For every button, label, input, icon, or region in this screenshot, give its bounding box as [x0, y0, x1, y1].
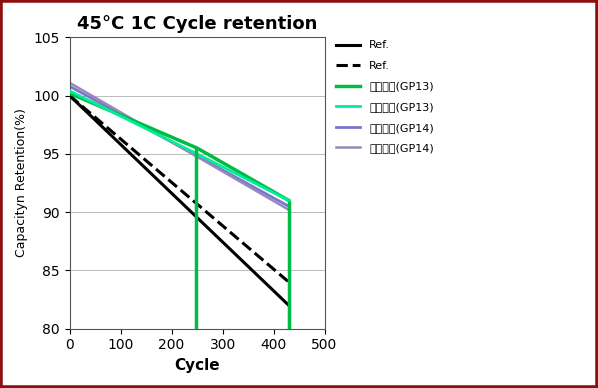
Legend: Ref., Ref., 국책과제(GP13), 국책과제(GP13), 국책과제(GP14), 국책과제(GP14): Ref., Ref., 국책과제(GP13), 국책과제(GP13), 국책과제…: [332, 37, 437, 156]
Title: 45°C 1C Cycle retention: 45°C 1C Cycle retention: [77, 15, 318, 33]
Y-axis label: Capacityn Retention(%): Capacityn Retention(%): [15, 109, 28, 258]
X-axis label: Cycle: Cycle: [174, 358, 220, 373]
